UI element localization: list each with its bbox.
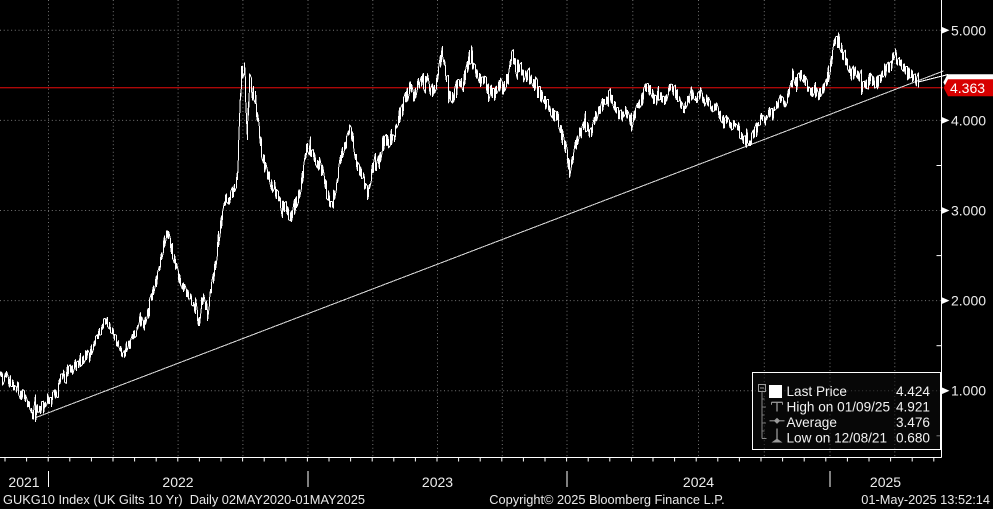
svg-text:3.476: 3.476 bbox=[896, 415, 930, 430]
svg-text:2021: 2021 bbox=[8, 474, 39, 490]
svg-text:Last Price: Last Price bbox=[787, 384, 847, 399]
svg-text:4.424: 4.424 bbox=[896, 384, 930, 399]
svg-text:High on 01/09/25: High on 01/09/25 bbox=[787, 400, 891, 415]
svg-text:2022: 2022 bbox=[162, 474, 193, 490]
svg-text:Copyright© 2025 Bloomberg Fina: Copyright© 2025 Bloomberg Finance L.P. bbox=[489, 492, 724, 507]
svg-text:01-May-2025 13:52:14: 01-May-2025 13:52:14 bbox=[861, 492, 990, 507]
svg-text:Average: Average bbox=[787, 415, 837, 430]
svg-text:2023: 2023 bbox=[422, 474, 453, 490]
svg-text:4.363: 4.363 bbox=[950, 80, 985, 96]
svg-text:4.921: 4.921 bbox=[896, 400, 930, 415]
svg-text:2.000: 2.000 bbox=[951, 293, 986, 309]
svg-text:0.680: 0.680 bbox=[896, 431, 930, 446]
svg-text:2024: 2024 bbox=[683, 474, 714, 490]
svg-text:4.000: 4.000 bbox=[951, 112, 986, 128]
svg-text:Low on 12/08/21: Low on 12/08/21 bbox=[787, 431, 888, 446]
svg-text:GUKG10 Index (UK Gilts 10 Yr): GUKG10 Index (UK Gilts 10 Yr) Daily 02MA… bbox=[3, 492, 365, 507]
svg-text:3.000: 3.000 bbox=[951, 203, 986, 219]
svg-text:5.000: 5.000 bbox=[951, 22, 986, 38]
svg-text:2025: 2025 bbox=[870, 474, 901, 490]
svg-text:1.000: 1.000 bbox=[951, 383, 986, 399]
